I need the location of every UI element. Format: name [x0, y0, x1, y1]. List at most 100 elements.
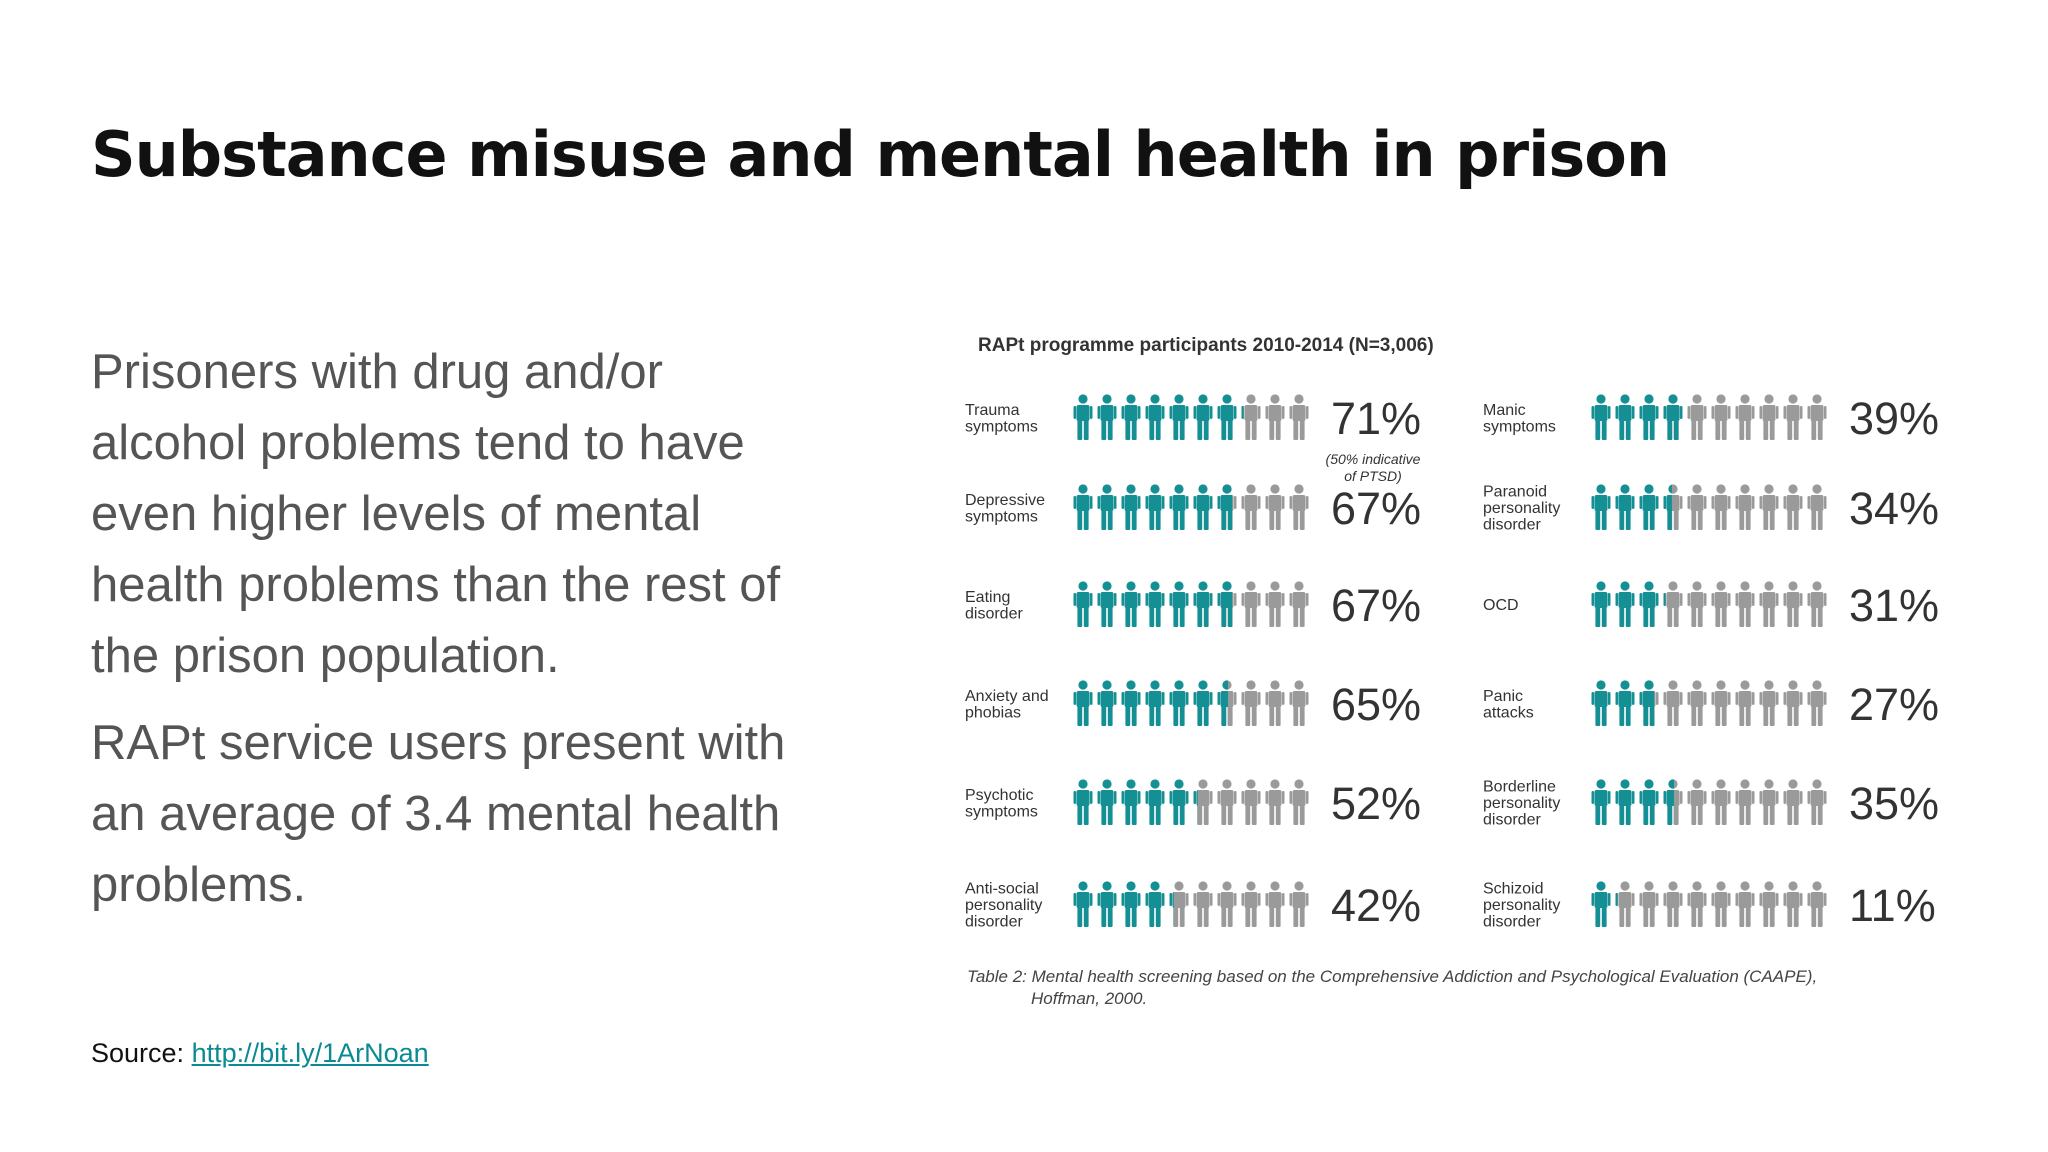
- person-icon: [1783, 680, 1803, 726]
- person-icon: [1663, 593, 1666, 606]
- person-icon: [1265, 394, 1285, 440]
- person-icon: [1217, 394, 1237, 440]
- row-value: 42%: [1331, 880, 1421, 931]
- source-line: Source: http://bit.ly/1ArNoan: [91, 1038, 429, 1069]
- person-icon: [1241, 581, 1261, 627]
- row-value: 67%: [1331, 580, 1421, 631]
- person-icon: [1169, 779, 1189, 825]
- caption-line-2: Hoffman, 2000.: [1031, 989, 1148, 1008]
- row-value: 71%: [1331, 393, 1421, 444]
- person-icon: [1735, 394, 1755, 440]
- person-icon: [1217, 779, 1237, 825]
- row-label: Anxiety and phobias: [965, 688, 1049, 722]
- row-value: 31%: [1849, 580, 1939, 631]
- person-icon: [1807, 484, 1827, 530]
- person-icon: [1241, 680, 1261, 726]
- person-icon: [1687, 680, 1707, 726]
- person-icon: [1807, 881, 1827, 927]
- person-icon: [1687, 484, 1707, 530]
- person-icon: [1759, 581, 1779, 627]
- person-icon: [1073, 484, 1093, 530]
- person-icon: [1687, 779, 1707, 825]
- person-icon: [1241, 779, 1261, 825]
- person-icon: [1145, 484, 1165, 530]
- person-icon: [1615, 779, 1635, 825]
- body-text: Prisoners with drug and/or alcohol probl…: [91, 337, 811, 937]
- person-icon: [1121, 394, 1141, 440]
- person-icon: [1783, 881, 1803, 927]
- person-icon: [1121, 581, 1141, 627]
- person-icon: [1759, 680, 1779, 726]
- person-icon: [1615, 893, 1618, 906]
- person-icon: [1265, 779, 1285, 825]
- pictograph-chart: Trauma symptoms 71% (50% indicative of PTSD)…: [965, 393, 1939, 931]
- person-icon: [1121, 680, 1141, 726]
- person-icon: [1639, 394, 1659, 440]
- person-icon: [1121, 779, 1141, 825]
- person-icon: [1735, 484, 1755, 530]
- person-icon: [1145, 779, 1165, 825]
- person-icon: [1097, 881, 1117, 927]
- person-icon: [1097, 394, 1117, 440]
- person-icon: [1759, 394, 1779, 440]
- person-icon: [1735, 881, 1755, 927]
- person-icon: [1265, 881, 1285, 927]
- person-icon: [1735, 680, 1755, 726]
- person-icon: [1121, 484, 1141, 530]
- person-icon: [1615, 581, 1635, 627]
- person-icon: [1783, 484, 1803, 530]
- row-label: Eating disorder: [965, 589, 1023, 623]
- person-icon: [1711, 484, 1731, 530]
- row-label: Schizoid personality disorder: [1483, 881, 1560, 931]
- person-icon: [1591, 779, 1611, 825]
- person-icon: [1193, 790, 1198, 825]
- row-value: 34%: [1849, 483, 1939, 534]
- paragraph-prisoners: Prisoners with drug and/or alcohol probl…: [91, 345, 781, 683]
- person-icon: [1073, 680, 1093, 726]
- person-icon: [1097, 484, 1117, 530]
- person-icon: [1591, 394, 1611, 440]
- person-icon: [1097, 779, 1117, 825]
- source-link[interactable]: http://bit.ly/1ArNoan: [191, 1038, 429, 1068]
- person-icon: [1807, 680, 1827, 726]
- person-icon: [1687, 881, 1707, 927]
- person-icon: [1217, 484, 1233, 530]
- person-icon: [1241, 881, 1261, 927]
- person-icon: [1145, 394, 1165, 440]
- person-icon: [1097, 581, 1117, 627]
- person-icon: [1639, 484, 1659, 530]
- person-icon: [1591, 484, 1611, 530]
- person-icon: [1711, 394, 1731, 440]
- row-value: 11%: [1849, 880, 1936, 931]
- chart-caption: Table 2: Mental health screening based o…: [967, 966, 1817, 1010]
- person-icon: [1783, 394, 1803, 440]
- row-value: 35%: [1849, 778, 1939, 829]
- person-icon: [1711, 779, 1731, 825]
- person-icon: [1639, 581, 1659, 627]
- person-icon: [1759, 484, 1779, 530]
- person-icon: [1663, 680, 1683, 726]
- person-icon: [1591, 881, 1611, 927]
- row-label: Paranoid personality disorder: [1483, 484, 1560, 534]
- person-icon: [1711, 581, 1731, 627]
- person-icon: [1121, 881, 1141, 927]
- person-icon: [1217, 680, 1228, 726]
- person-icon: [1289, 680, 1309, 726]
- person-icon: [1193, 779, 1213, 825]
- person-icon: [1687, 581, 1707, 627]
- row-value: 39%: [1849, 393, 1939, 444]
- person-icon: [1711, 680, 1731, 726]
- person-icon: [1615, 394, 1635, 440]
- person-icon: [1663, 881, 1683, 927]
- person-icon: [1663, 581, 1683, 627]
- row-label: Manic symptoms: [1483, 402, 1556, 436]
- person-icon: [1639, 680, 1655, 726]
- row-label: Trauma symptoms: [965, 402, 1038, 436]
- person-icon: [1663, 484, 1683, 530]
- person-icon: [1663, 394, 1683, 440]
- person-icon: [1265, 484, 1285, 530]
- row-value: 52%: [1331, 778, 1421, 829]
- person-icon: [1289, 881, 1309, 927]
- row-label: OCD: [1483, 597, 1519, 614]
- person-icon: [1663, 484, 1672, 530]
